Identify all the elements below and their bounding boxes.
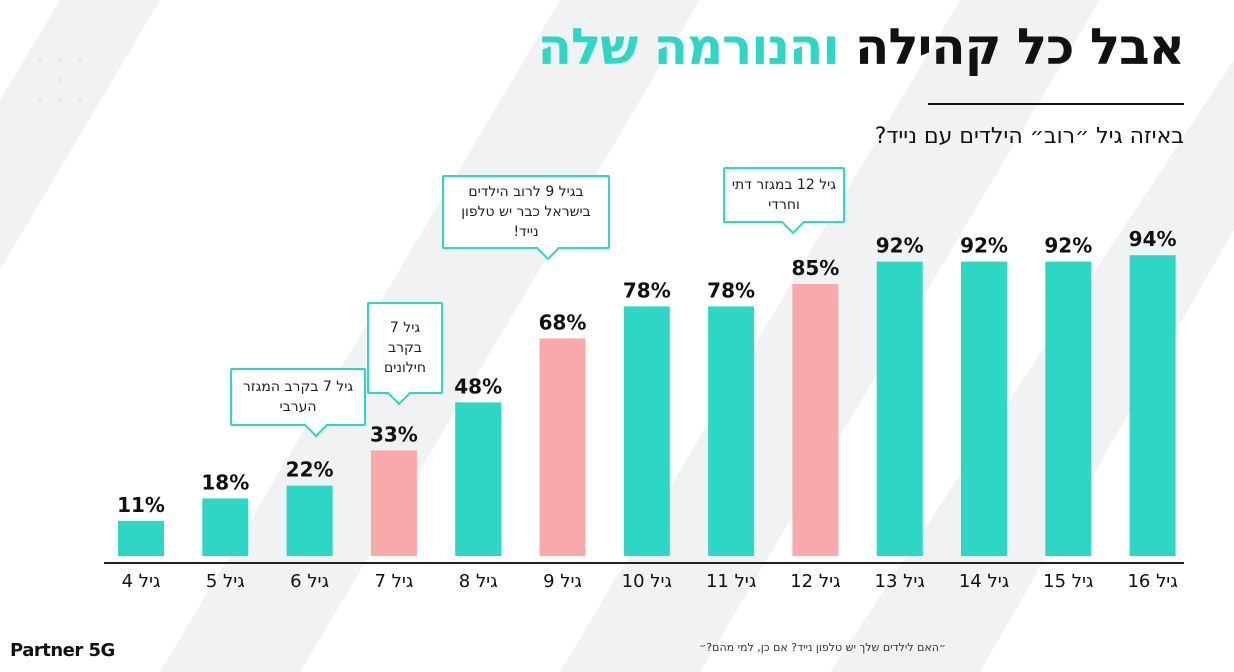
bar-2 (202, 498, 249, 556)
page-title: אבל כל קהילה והנורמה שלה (537, 18, 1185, 76)
data-label: 22% (286, 458, 334, 482)
data-label: 94% (1129, 227, 1177, 251)
bar-9 (792, 284, 839, 556)
bar-3 (286, 485, 333, 556)
callout-box: גיל 7 בקרב המגזר הערבי (230, 368, 366, 426)
bar-5 (455, 402, 502, 556)
category-label: גיל 6 (290, 571, 329, 592)
category-label: גיל 12 (790, 571, 840, 592)
title-dark: אבל כל קהילה (854, 18, 1185, 76)
partner-logo: Partner 5G (10, 640, 115, 661)
title-divider (928, 103, 1184, 105)
category-label: גיל 14 (959, 571, 1009, 592)
bar-11 (961, 261, 1007, 556)
callout-text: גיל 7 בקרב המגזר הערבי (242, 379, 354, 415)
category-label: גיל 15 (1043, 571, 1093, 592)
title-highlight: והנורמה שלה (537, 18, 840, 76)
category-label: גיל 13 (875, 571, 925, 592)
chart-subtitle: באיזה גיל ״רוב״ הילדים עם נייד? (874, 124, 1184, 149)
bar-10 (876, 261, 923, 556)
category-label: גיל 5 (206, 571, 245, 592)
category-label: גיל 8 (459, 571, 498, 592)
data-label: 92% (960, 234, 1008, 258)
bar-4 (370, 450, 417, 556)
bar-7 (623, 306, 670, 556)
bar-1 (118, 520, 164, 556)
data-label: 33% (370, 422, 418, 446)
bar-6 (539, 338, 586, 556)
bar-13 (1129, 255, 1176, 556)
bar-12 (1045, 261, 1092, 556)
callout-text: גיל 7 בקרב חילונים (383, 320, 427, 376)
callout-box: בגיל 9 לרוב הילדים בישראל כבר יש טלפון נ… (442, 175, 610, 249)
callout-text: בגיל 9 לרוב הילדים בישראל כבר יש טלפון נ… (461, 184, 591, 240)
data-label: 78% (623, 278, 671, 302)
category-label: גיל 9 (543, 571, 582, 592)
data-label: 92% (876, 234, 924, 258)
data-label: 78% (707, 278, 755, 302)
data-label: 48% (454, 374, 502, 398)
data-label: 18% (201, 470, 249, 494)
callout-box: גיל 7 בקרב חילונים (367, 302, 443, 394)
category-label: גיל 11 (706, 571, 756, 592)
survey-question-footnote: ״האם לילדים שלך יש טלפון נייד? אם כן, למ… (699, 641, 946, 654)
category-label: גיל 7 (374, 571, 413, 592)
callout-box: גיל 12 במגזר דתי וחרדי (723, 167, 845, 223)
data-label: 92% (1044, 234, 1092, 258)
category-label: גיל 16 (1127, 571, 1177, 592)
bar-8 (708, 306, 755, 556)
data-label: 85% (791, 256, 839, 280)
category-label: גיל 4 (122, 571, 161, 592)
callout-text: גיל 12 במגזר דתי וחרדי (731, 177, 837, 213)
data-label: 68% (539, 310, 587, 334)
category-label: גיל 10 (622, 571, 672, 592)
data-label: 11% (117, 493, 165, 517)
